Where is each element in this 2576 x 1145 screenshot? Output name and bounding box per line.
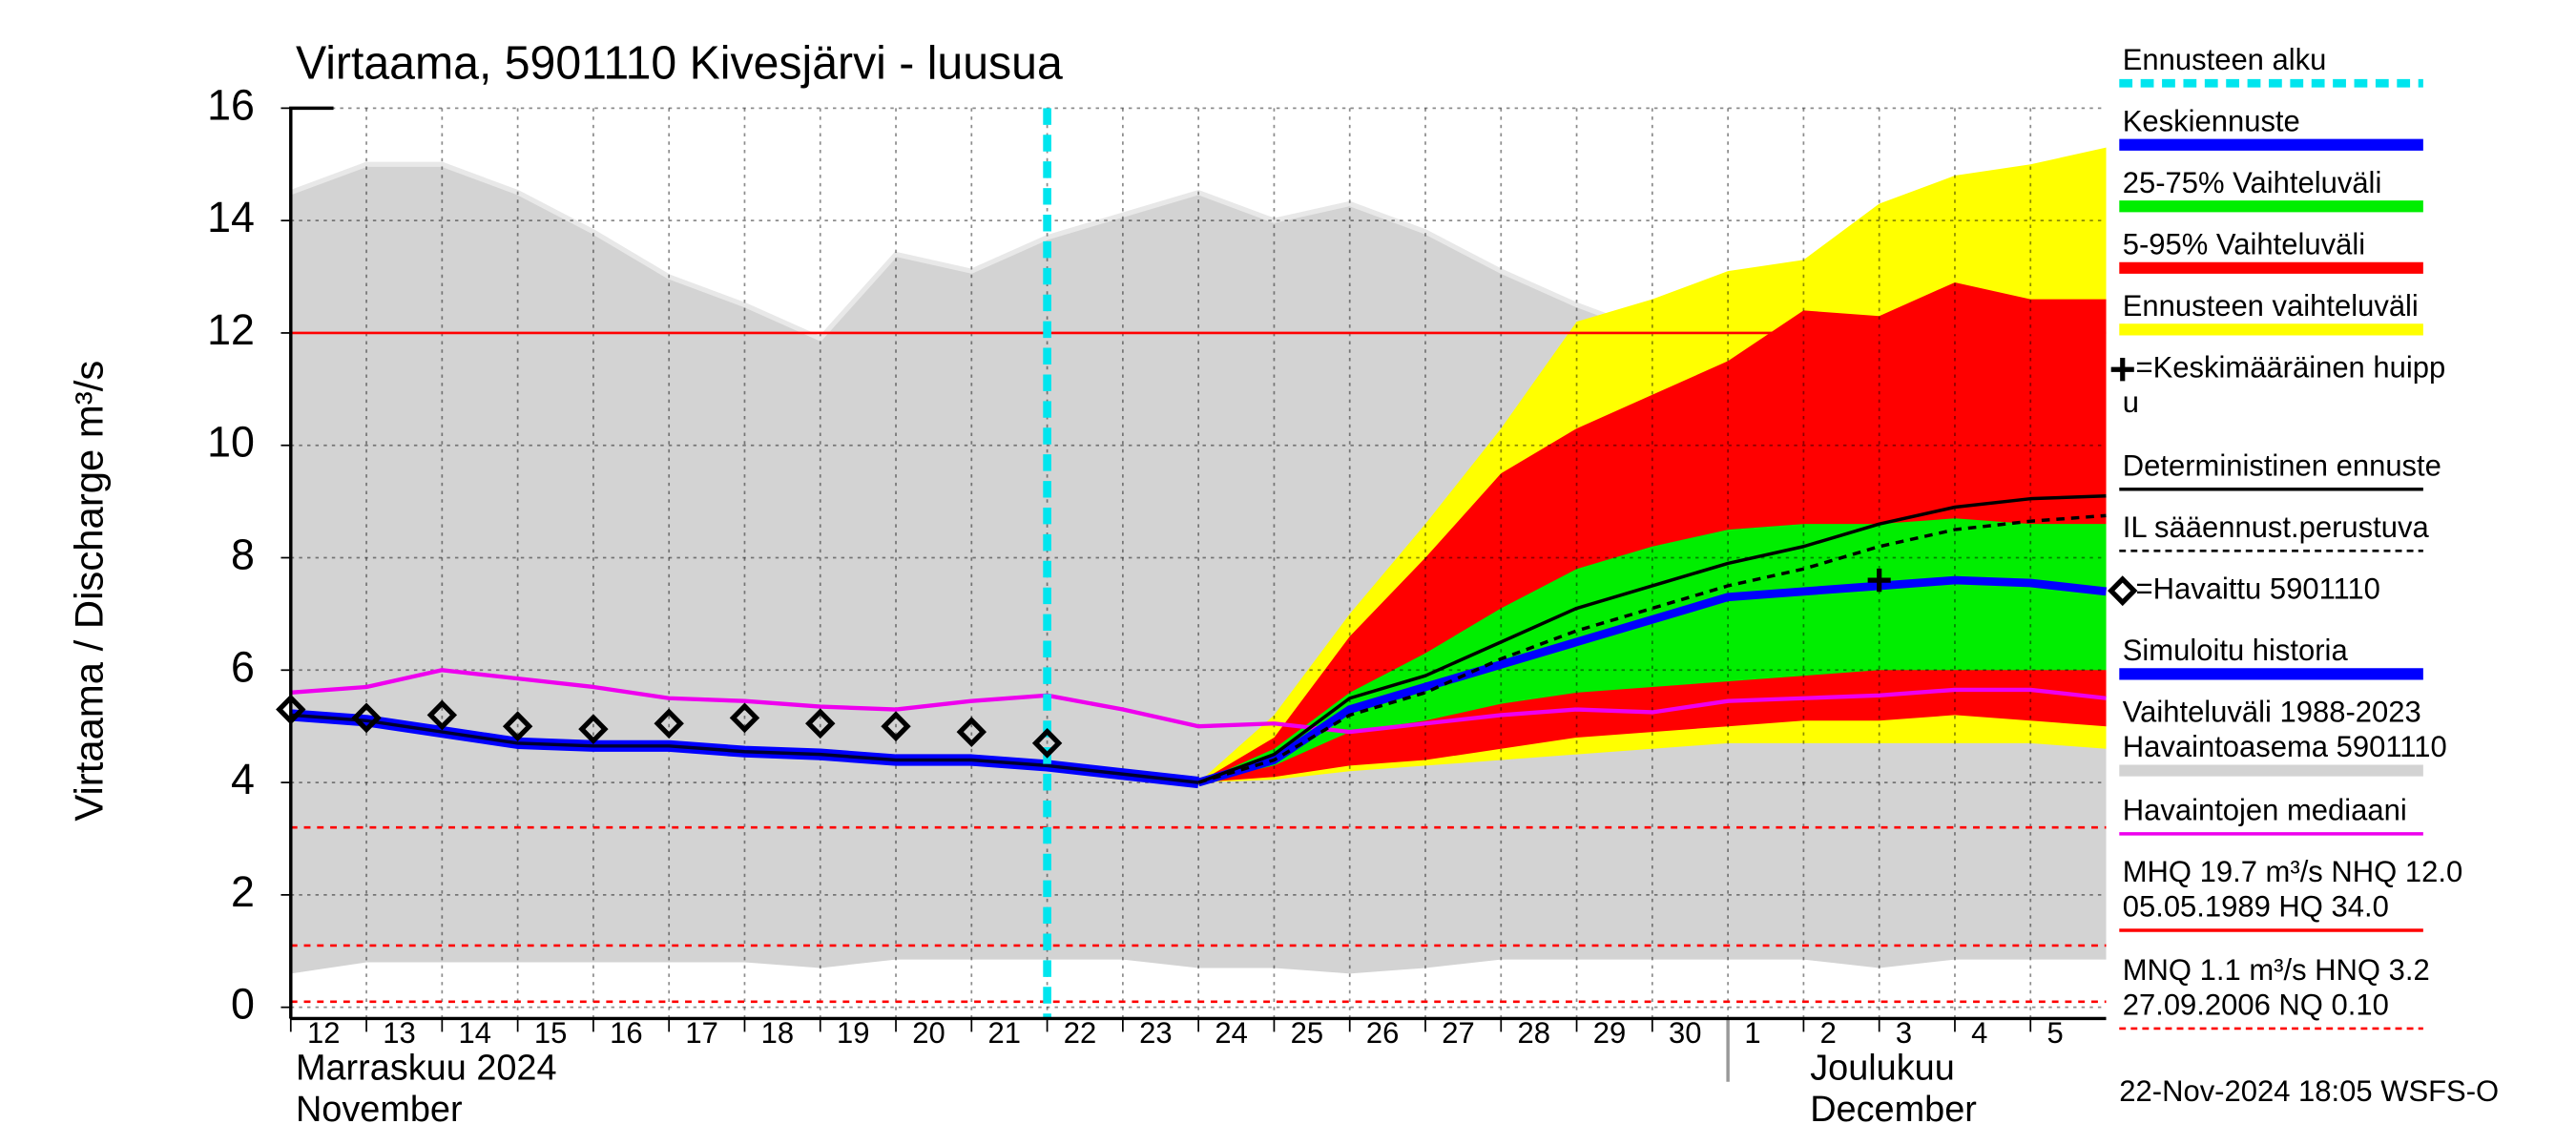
legend-label: Havaintojen mediaani [2123,793,2407,826]
x-tick-label: 13 [383,1016,415,1050]
deterministic-forecast [1197,493,2107,784]
x-tick-label: 4 [1971,1016,1987,1050]
observed-point [1031,727,1063,759]
observed-point [654,708,684,739]
y-tick-label: 16 [207,80,255,129]
simulated-history-core [290,713,1199,784]
x-tick-label: 19 [837,1016,869,1050]
x-tick-label: 2 [1820,1016,1837,1050]
legend-label: Keskiennuste [2123,104,2300,137]
legend-label: 5-95% Vaihteluväli [2123,227,2365,260]
y-tick-label: 4 [231,755,255,803]
observed-point [578,714,609,745]
x-tick-label: 3 [1896,1016,1912,1050]
observed-point [502,711,533,742]
x-tick-label: 25 [1291,1016,1323,1050]
x-tick-label: 23 [1139,1016,1172,1050]
x-tick-label: 26 [1366,1016,1399,1050]
observed-point [956,717,987,747]
legend-label: IL sääennust.perustuva [2123,510,2430,544]
legend-label: Simuloitu historia [2123,634,2349,667]
x-tick-label: 1 [1744,1016,1760,1050]
x-tick-label: 14 [459,1016,491,1050]
y-tick-label: 2 [231,867,255,916]
observed-point [351,702,382,734]
x-tick-label: 21 [988,1016,1021,1050]
y-tick-label: 10 [207,417,255,466]
observed-point [881,711,911,742]
y-tick-label: 6 [231,642,255,691]
x-tick-label: 16 [610,1016,642,1050]
legend-label: Vaihteluväli 1988-2023 [2123,695,2421,728]
legend-label: 05.05.1989 HQ 34.0 [2123,889,2389,923]
x-tick-label: 12 [307,1016,340,1050]
month-label: November [296,1089,463,1130]
legend-label: Ennusteen alku [2123,43,2327,76]
x-tick-label: 29 [1593,1016,1626,1050]
month-label: December [1810,1089,1977,1130]
x-tick-label: 28 [1517,1016,1549,1050]
x-tick-label: 24 [1215,1016,1247,1050]
legend-label: MNQ 1.1 m³/s HNQ 3.2 [2123,953,2430,987]
median-line [290,668,2107,735]
legend-symbol [2108,575,2138,607]
x-tick-label: 30 [1669,1016,1701,1050]
axis-frame [289,106,2107,1021]
y-tick-label: 0 [231,979,255,1028]
observed-point [805,708,836,739]
x-tick-label: 15 [534,1016,567,1050]
observed-point [426,699,458,731]
observed-point [729,702,760,734]
chart-title: Virtaama, 5901110 Kivesjärvi - luusua [296,37,1063,89]
x-tick-label: 22 [1064,1016,1096,1050]
x-tick-label: 17 [685,1016,717,1050]
legend-label: =Havaittu 5901110 [2136,572,2380,605]
legend-label: MHQ 19.7 m³/s NHQ 12.0 [2123,855,2462,888]
month-label: Marraskuu 2024 [296,1047,557,1088]
month-label: Joulukuu [1810,1047,1955,1088]
legend-label: 25-75% Vaihteluväli [2123,166,2382,199]
y-axis-label: Virtaama / Discharge m³/s [67,361,112,822]
mean-forecast [1196,575,2107,787]
y-tick-label: 14 [207,193,255,241]
footer: 22-Nov-2024 18:05 WSFS-O [2119,1074,2499,1108]
legend-label: Deterministinen ennuste [2123,448,2441,482]
legend-symbol [2110,358,2134,382]
y-tick-label: 8 [231,530,255,578]
legend-label: 27.09.2006 NQ 0.10 [2123,988,2389,1021]
legend-label: =Keskimääräinen huipp [2136,350,2446,384]
il-forecast [1197,513,2107,784]
mean-peak [1867,568,1891,593]
legend-label: u [2123,385,2139,419]
x-tick-label: 20 [912,1016,945,1050]
y-tick-label: 12 [207,305,255,354]
x-tick-label: 5 [2046,1016,2063,1050]
legend-label: Ennusteen vaihteluväli [2123,289,2419,323]
x-tick-label: 18 [761,1016,794,1050]
legend-label: Havaintoasema 5901110 [2123,730,2447,763]
x-tick-label: 27 [1442,1016,1474,1050]
